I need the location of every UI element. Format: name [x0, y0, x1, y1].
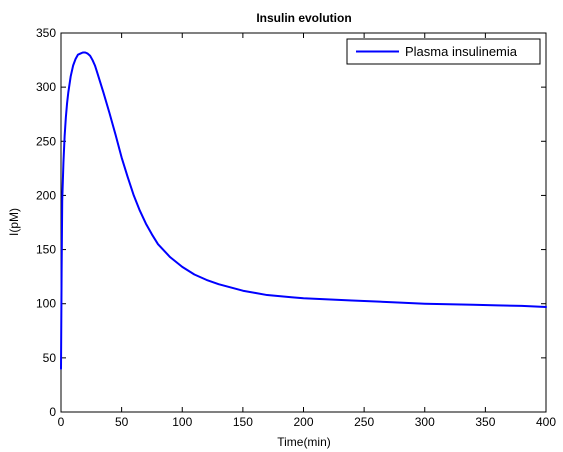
- x-tick-label: 250: [354, 415, 374, 429]
- x-tick-label: 100: [172, 415, 192, 429]
- y-tick-label: 0: [49, 405, 56, 419]
- x-tick-label: 50: [115, 415, 129, 429]
- legend: Plasma insulinemia: [346, 38, 541, 65]
- series-layer: [60, 51, 547, 370]
- legend-label: Plasma insulinemia: [405, 44, 518, 59]
- y-tick-label: 300: [36, 80, 56, 94]
- y-tick-label: 250: [36, 134, 56, 148]
- plot-area: [60, 32, 547, 413]
- x-tick-label: 200: [293, 415, 313, 429]
- y-tick-label: 200: [36, 188, 56, 202]
- y-tick-label: 150: [36, 243, 56, 257]
- x-tick-label: 0: [58, 415, 65, 429]
- x-tick-label: 150: [233, 415, 253, 429]
- series-line: [60, 51, 547, 370]
- x-tick-label: 400: [536, 415, 556, 429]
- y-tick-label: 100: [36, 297, 56, 311]
- chart-title: Insulin evolution: [256, 11, 351, 25]
- y-axis-label: I(pM): [7, 208, 21, 236]
- y-tick-label: 350: [36, 26, 56, 40]
- x-axis-label: Time(min): [277, 435, 331, 449]
- y-axis-ticks: 0 50 100 150 200 250 300 350: [36, 26, 546, 419]
- x-axis-ticks: 0 50 100 150 200 250 300 350 400: [58, 33, 556, 429]
- y-tick-label: 50: [43, 351, 57, 365]
- x-tick-label: 300: [415, 415, 435, 429]
- x-tick-label: 350: [475, 415, 495, 429]
